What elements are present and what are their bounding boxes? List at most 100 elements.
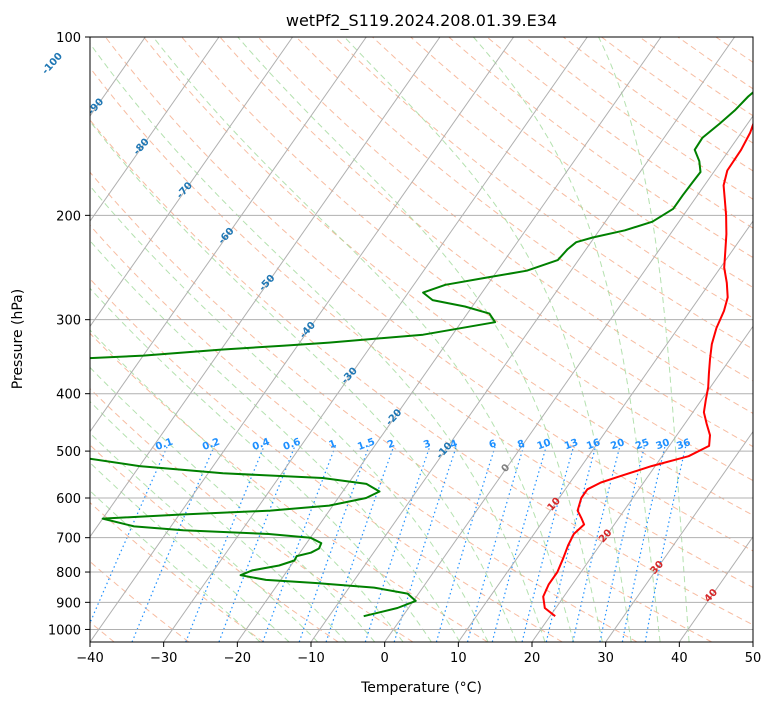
x-tick-label: −40 <box>76 651 103 666</box>
mixing-ratio-line <box>90 445 169 625</box>
x-tick-label: 20 <box>524 651 541 666</box>
moist-adiabat <box>152 37 575 642</box>
y-tick-label: 600 <box>56 492 81 507</box>
x-tick-label: 30 <box>597 651 614 666</box>
isotherm-line <box>90 37 294 328</box>
dry-adiabat <box>90 119 753 626</box>
dry-adiabat <box>143 37 753 516</box>
series-lines <box>90 91 753 618</box>
moist-adiabat <box>90 462 290 642</box>
plot-area <box>90 37 753 642</box>
isotherm-line <box>90 37 220 223</box>
mixing-ratio-line <box>599 445 646 642</box>
x-tick-label: 10 <box>450 651 467 666</box>
mixing-ratio-line <box>521 445 575 642</box>
dry-adiabat <box>90 66 753 588</box>
mixing-ratio-label: 6 <box>488 438 498 451</box>
chart-title: wetPf2_S119.2024.208.01.39.E34 <box>286 11 557 31</box>
y-tick-label: 200 <box>56 209 81 224</box>
mixing-ratio-label: 36 <box>675 437 692 452</box>
moist-adiabat <box>90 490 261 642</box>
x-tick-label: −20 <box>224 651 251 666</box>
dry-adiabat <box>295 37 753 382</box>
mixing-ratio-line <box>435 445 496 642</box>
moist-adiabat <box>90 185 489 642</box>
dry-adiabat <box>219 37 753 448</box>
x-tick-label: 0 <box>381 651 389 666</box>
isotherm-line <box>384 115 753 642</box>
mixing-ratio-label: 4 <box>449 438 459 451</box>
isotherm-line <box>90 37 515 642</box>
temperature-line <box>542 121 753 617</box>
x-tick-label: −30 <box>150 651 177 666</box>
y-tick-label: 1000 <box>48 623 81 638</box>
moist-adiabat <box>473 37 661 642</box>
mixing-ratio-line <box>131 445 215 642</box>
x-tick-label: 50 <box>745 651 762 666</box>
grid <box>90 37 753 642</box>
mixing-ratio-line <box>218 445 296 642</box>
isotherm-line <box>90 37 441 538</box>
isotherm-line <box>457 220 753 642</box>
isotherm-line <box>752 641 753 642</box>
moist-adiabat <box>90 287 432 642</box>
y-tick-label: 500 <box>56 445 81 460</box>
dry-adiabat <box>754 37 775 642</box>
moist-adiabat <box>598 37 690 642</box>
mixing-ratio-label: 25 <box>634 437 651 452</box>
dry-adiabat <box>90 332 488 642</box>
dry-adiabat <box>90 501 264 642</box>
mixing-ratio-line <box>545 445 597 642</box>
mixing-ratio-label: 10 <box>536 437 553 452</box>
moist-adiabat <box>90 120 517 642</box>
isotherm-line <box>605 430 753 642</box>
mixing-ratio-line <box>644 445 687 642</box>
moist-adiabat <box>90 42 546 642</box>
dry-adiabat <box>90 171 712 642</box>
y-tick-label: 300 <box>56 314 81 329</box>
y-tick-label: 700 <box>56 532 81 547</box>
moist-adiabat <box>90 366 376 642</box>
mixing-ratio-labels: 0.1 0.2 0.4 0.6 1 1.5 2 3 4 6 8 10 13 16 20 25 30 36 <box>154 437 692 453</box>
y-axis-ticks: 100 200 300 400 500 600 700 800 900 1000 <box>48 31 90 638</box>
dewpoint-line <box>90 91 753 618</box>
y-tick-label: 900 <box>56 596 81 611</box>
moist-adiabat <box>344 37 632 642</box>
y-tick-label: 400 <box>56 388 81 403</box>
mixing-ratio-line <box>621 445 666 642</box>
x-axis-ticks: −40 −30 −20 −10 0 10 20 30 40 50 <box>76 642 761 666</box>
isotherm-label: -100 <box>40 51 65 77</box>
mixing-ratio-label: 1 <box>327 438 337 451</box>
mixing-ratio-label: 16 <box>585 437 602 452</box>
dry-adiabat <box>257 37 753 414</box>
moist-adiabat <box>90 432 319 642</box>
mixing-ratio-label: 13 <box>563 437 580 452</box>
isotherm-line <box>236 37 662 642</box>
y-tick-label: 100 <box>56 31 81 46</box>
mixing-ratio-label: 2 <box>386 438 396 451</box>
y-tick-label: 800 <box>56 566 81 581</box>
mixing-ratio-line <box>572 445 621 642</box>
dry-adiabat <box>410 37 753 289</box>
x-tick-label: −10 <box>297 651 324 666</box>
mixing-ratio-line <box>393 445 458 642</box>
isotherm-line <box>678 535 753 642</box>
plot-frame <box>89 36 754 643</box>
mixing-ratio-label: 30 <box>655 437 672 452</box>
dry-adiabat <box>90 278 563 642</box>
moist-adiabat <box>237 37 603 642</box>
dry-adiabat <box>90 444 339 642</box>
isotherm-line <box>531 325 753 642</box>
dry-adiabat <box>105 37 753 552</box>
x-axis-label: Temperature (°C) <box>360 680 482 696</box>
x-tick-label: 40 <box>671 651 688 666</box>
mixing-ratio-label: 20 <box>609 437 626 452</box>
mixing-ratio-label: 8 <box>516 438 526 451</box>
y-axis-label: Pressure (hPa) <box>10 289 26 389</box>
isotherm-line <box>90 37 367 433</box>
moist-adiabat <box>90 329 404 642</box>
moist-adiabat <box>90 240 461 642</box>
mixing-ratio-line <box>185 445 265 642</box>
isotherm-line <box>310 37 736 642</box>
